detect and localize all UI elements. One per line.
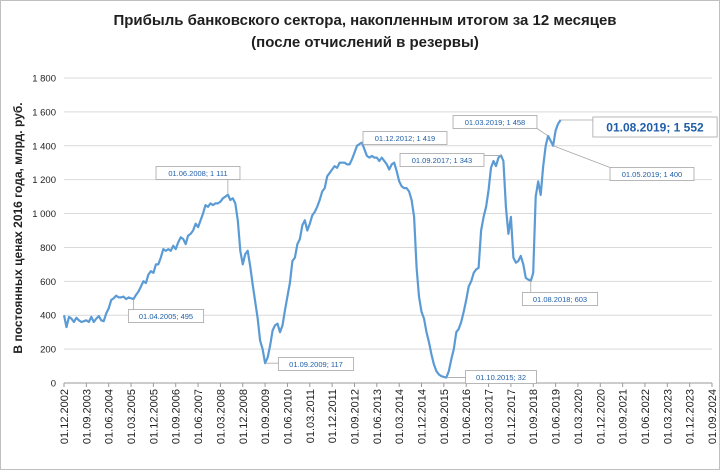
- y-tick-label: 200: [40, 345, 56, 356]
- annotation-box: [465, 370, 537, 384]
- y-tick-label: 400: [40, 311, 56, 322]
- y-tick-label: 1 400: [32, 141, 56, 152]
- annotation: 01.08.2019; 1 552: [560, 116, 718, 138]
- annotation-label: 01.09.2009; 117: [289, 360, 343, 369]
- x-tick-label: 01.12.2008: [238, 389, 250, 444]
- x-tick-label: 01.12.2002: [59, 389, 71, 444]
- x-tick-label: 01.03.2008: [215, 389, 227, 444]
- x-tick-label: 01.06.2016: [461, 389, 473, 444]
- x-axis: 01.12.2002 01.09.2003 01.06.2004 01.03.2005…: [59, 383, 719, 444]
- x-tick-label: 01.12.2020: [595, 389, 607, 444]
- x-tick-label: 01.09.2009: [260, 389, 272, 444]
- annotation: 01.08.2018; 603: [521, 280, 599, 306]
- x-tick-label: 01.12.2014: [417, 389, 429, 444]
- annotation: 01.09.2017; 1 343: [399, 153, 501, 167]
- annotation: 01.12.2012; 1 419: [361, 131, 448, 145]
- annotation-label: 01.09.2017; 1 343: [412, 156, 472, 165]
- annotation-box: [362, 131, 448, 145]
- annotation-box: [155, 166, 241, 180]
- x-tick-label: 01.03.2017: [484, 389, 496, 444]
- x-tick-label: 01.06.2019: [551, 389, 563, 444]
- x-tick-label: 01.03.2014: [394, 389, 406, 444]
- x-tick-label: 01.06.2022: [640, 389, 652, 444]
- annotation: 01.05.2019; 1 400: [552, 145, 695, 181]
- annotation-label: 01.04.2005; 495: [139, 312, 193, 321]
- annotation-leader: [536, 128, 549, 137]
- gridlines: [64, 77, 712, 384]
- annotation-box: [127, 309, 205, 323]
- x-tick-label: 01.09.2003: [81, 389, 93, 444]
- x-tick-label: 01.06.2004: [104, 389, 116, 444]
- x-tick-label: 01.06.2007: [193, 389, 205, 444]
- x-tick-label: 01.09.2012: [349, 389, 361, 444]
- x-tick-label: 01.12.2011: [327, 389, 339, 443]
- x-tick-label: 01.03.2005: [126, 389, 138, 444]
- x-tick-label: 01.12.2023: [685, 389, 697, 444]
- y-tick-label: 1 600: [32, 107, 56, 118]
- x-tick-label: 01.03.2023: [662, 389, 674, 444]
- x-tick-label: 01.03.2011: [305, 389, 317, 443]
- annotation: 01.04.2005; 495: [127, 299, 205, 323]
- y-tick-label: 600: [40, 277, 56, 288]
- x-tick-label: 01.09.2006: [171, 389, 183, 444]
- annotation-label: 01.05.2019; 1 400: [622, 170, 682, 179]
- annotation: 01.06.2008; 1 111: [155, 166, 241, 195]
- annotation-box: [521, 292, 599, 306]
- y-tick-label: 800: [40, 243, 56, 254]
- annotation-label: 01.08.2019; 1 552: [606, 121, 704, 135]
- x-tick-label: 01.09.2018: [528, 389, 540, 444]
- x-tick-label: 01.03.2020: [573, 389, 585, 444]
- annotation: 01.03.2019; 1 458: [452, 115, 549, 137]
- annotation: 01.10.2015; 32: [446, 370, 537, 384]
- y-tick-label: 0: [51, 379, 56, 390]
- annotation-box: [277, 357, 355, 371]
- annotation-label: 01.12.2012; 1 419: [375, 134, 435, 143]
- x-tick-label: 01.06.2010: [282, 389, 294, 444]
- chart-title-line-2: (после отчислений в резервы): [251, 34, 479, 51]
- y-axis-ticks: 0 200 400 600 800 1 000 1 200 1 400 1 600 1 800: [32, 74, 56, 390]
- chart-title-line-1: Прибыль банковского сектора, накопленным…: [113, 12, 616, 29]
- x-tick-label: 01.09.2021: [618, 389, 630, 444]
- annotation-leader: [552, 145, 611, 168]
- y-tick-label: 1 200: [32, 175, 56, 186]
- annotation-box: [592, 116, 718, 138]
- annotation-label: 01.06.2008; 1 111: [168, 169, 227, 178]
- x-tick-label: 01.06.2013: [372, 389, 384, 444]
- x-tick-label: 01.09.2024: [707, 389, 719, 444]
- series-line: [62, 119, 562, 379]
- x-tick-label: 01.12.2017: [506, 389, 518, 444]
- annotation: 01.09.2009; 117: [265, 357, 355, 371]
- annotation-label: 01.08.2018; 603: [533, 295, 587, 304]
- annotation-box: [609, 167, 695, 181]
- y-tick-label: 1 000: [32, 209, 56, 220]
- annotation-layer: 01.04.2005; 495 01.06.2008; 1 111 01.09.20…: [127, 115, 718, 384]
- y-tick-label: 1 800: [32, 74, 56, 85]
- annotation-label: 01.10.2015; 32: [476, 373, 526, 382]
- annotation-box: [399, 153, 485, 167]
- y-axis-label: В постоянных ценах 2016 года, млрд. руб.: [11, 102, 25, 353]
- x-tick-label: 01.12.2005: [148, 389, 160, 444]
- annotation-label: 01.03.2019; 1 458: [465, 118, 525, 127]
- series-layer: [62, 119, 562, 379]
- annotation-box: [452, 115, 538, 129]
- x-tick-label: 01.09.2015: [439, 389, 451, 444]
